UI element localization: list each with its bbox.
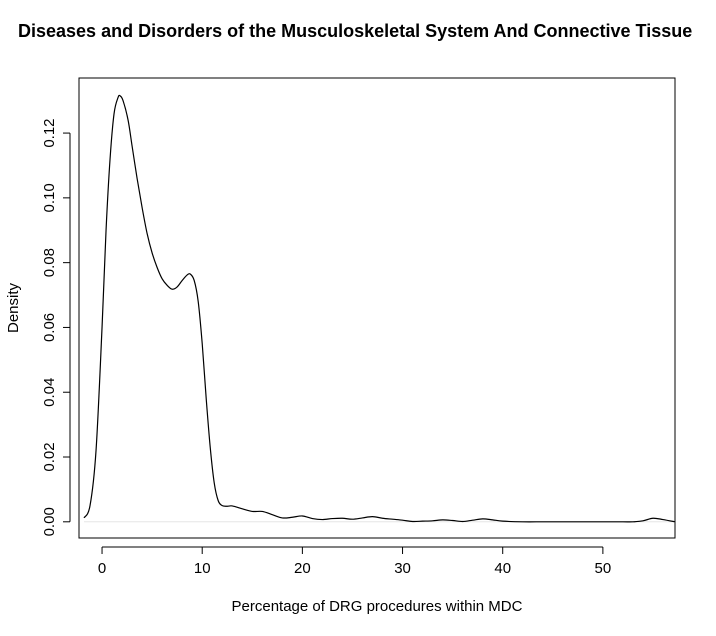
y-tick-label: 0.04 xyxy=(41,378,58,407)
chart-title: Diseases and Disorders of the Musculoske… xyxy=(18,21,692,41)
y-tick-label: 0.02 xyxy=(41,442,58,471)
x-axis-label: Percentage of DRG procedures within MDC xyxy=(232,598,523,615)
x-tick-label: 50 xyxy=(595,560,612,577)
x-tick-label: 0 xyxy=(98,560,106,577)
y-tick-label: 0.00 xyxy=(41,507,58,536)
x-axis: 0 10 20 30 40 50 xyxy=(98,546,612,577)
x-tick-label: 20 xyxy=(294,560,311,577)
plot-frame xyxy=(78,77,676,539)
y-tick-label: 0.06 xyxy=(41,313,58,342)
y-tick-label: 0.12 xyxy=(41,118,58,147)
y-tick-label: 0.08 xyxy=(41,248,58,277)
y-axis-label: Density xyxy=(5,282,22,333)
density-curve-0 xyxy=(83,94,676,523)
x-tick-label: 40 xyxy=(494,560,511,577)
y-tick-label: 0.10 xyxy=(41,183,58,212)
density-curve-layer xyxy=(83,94,676,523)
x-tick-label: 10 xyxy=(194,560,211,577)
x-tick-label: 30 xyxy=(394,560,411,577)
y-axis: 0.00 0.02 0.04 0.06 0.08 0.10 0.12 xyxy=(41,118,71,536)
